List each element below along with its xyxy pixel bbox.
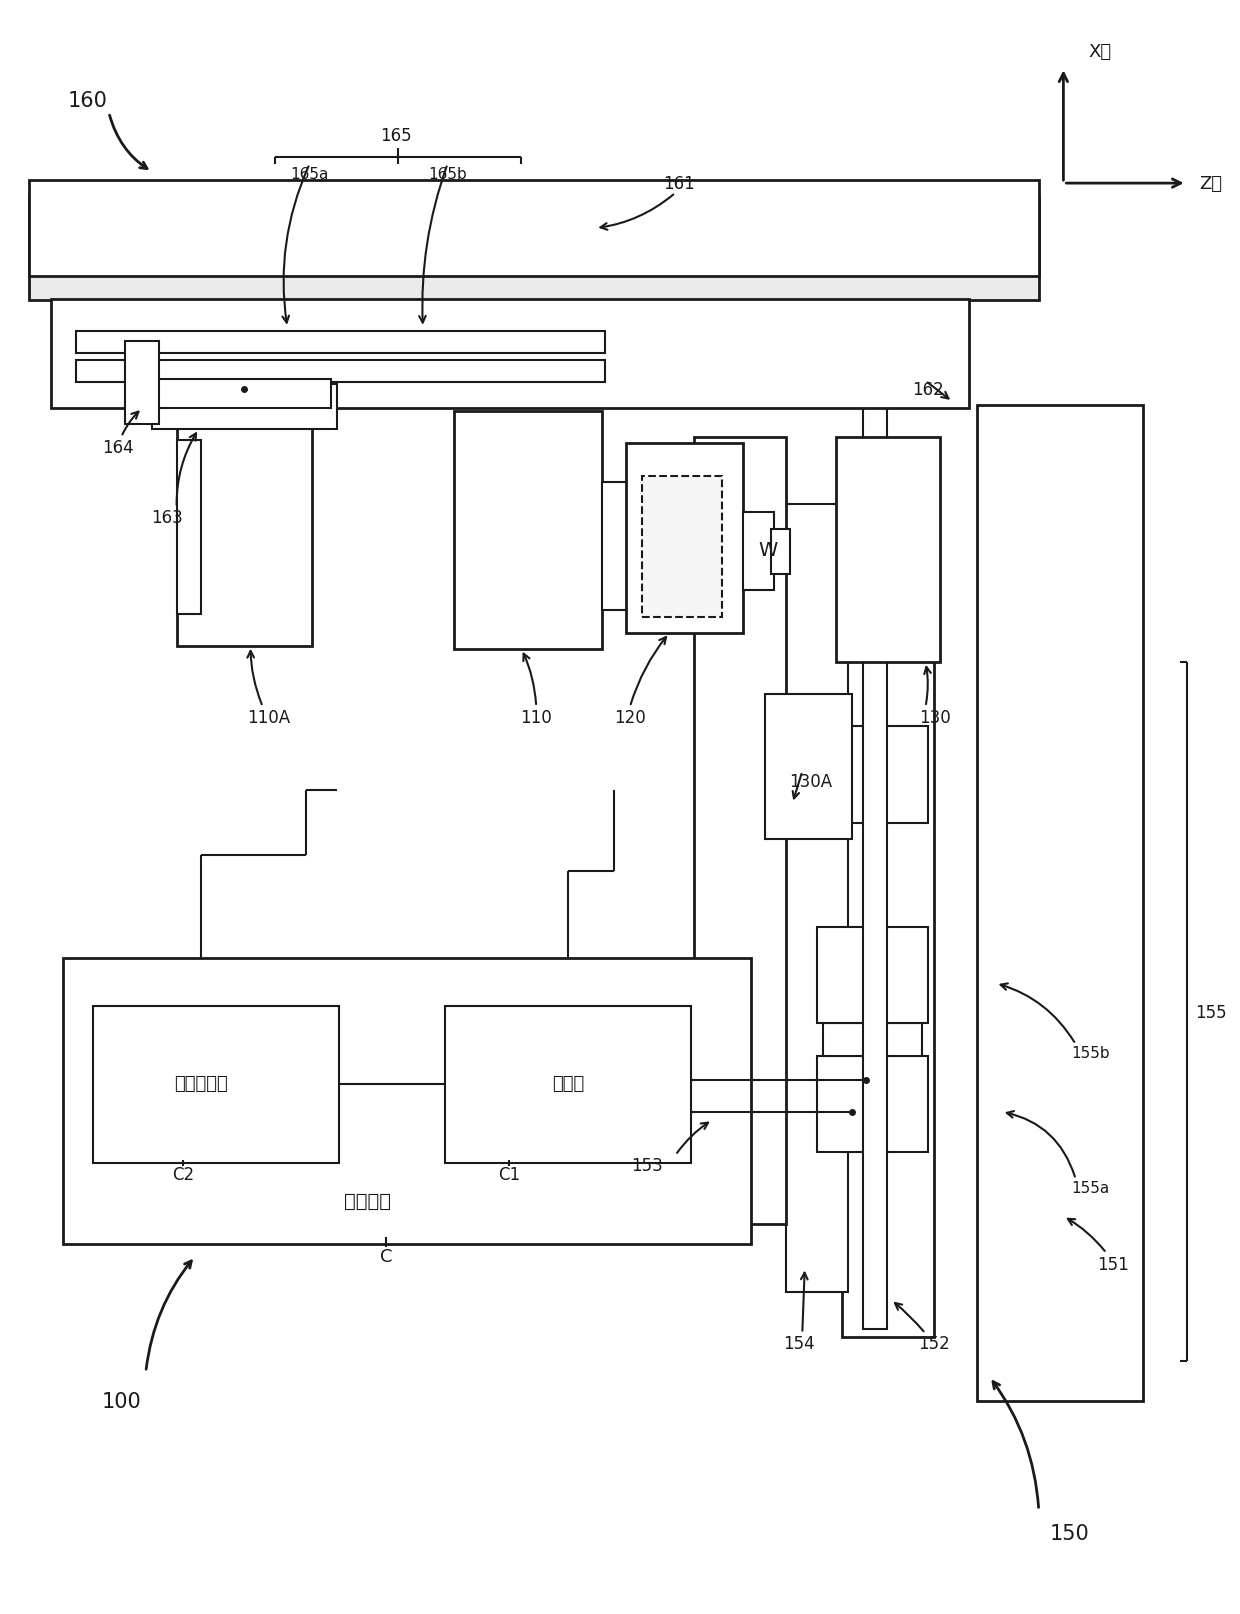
- Text: 130A: 130A: [790, 773, 832, 791]
- Bar: [694, 437, 786, 1225]
- Bar: [76, 360, 605, 383]
- Text: X軸: X軸: [1089, 44, 1112, 61]
- Text: 165: 165: [379, 128, 412, 145]
- Bar: [836, 437, 940, 662]
- Bar: [817, 928, 928, 1023]
- Bar: [63, 959, 750, 1244]
- Bar: [765, 694, 852, 839]
- Text: 155b: 155b: [1071, 1046, 1110, 1060]
- Text: 控制装置: 控制装置: [343, 1191, 391, 1210]
- Bar: [743, 513, 774, 591]
- Text: 165b: 165b: [428, 166, 467, 182]
- Text: 110: 110: [521, 709, 552, 726]
- Bar: [823, 1023, 921, 1056]
- Bar: [601, 483, 629, 612]
- Bar: [445, 1006, 692, 1164]
- Text: W: W: [758, 541, 777, 560]
- Bar: [771, 529, 790, 575]
- Bar: [454, 412, 601, 650]
- Bar: [626, 444, 743, 634]
- Text: Z軸: Z軸: [1199, 174, 1223, 194]
- Text: 155: 155: [1195, 1004, 1228, 1022]
- Text: C: C: [379, 1248, 392, 1265]
- Text: 150: 150: [1050, 1522, 1090, 1543]
- Bar: [29, 197, 1039, 302]
- Bar: [125, 341, 160, 424]
- Bar: [642, 476, 722, 618]
- Bar: [786, 505, 848, 1291]
- Bar: [176, 408, 312, 647]
- Text: 152: 152: [918, 1335, 950, 1353]
- Bar: [76, 332, 605, 353]
- Text: 151: 151: [1097, 1256, 1128, 1273]
- Bar: [51, 300, 968, 408]
- Text: 155a: 155a: [1071, 1180, 1110, 1194]
- Text: 153: 153: [631, 1156, 663, 1173]
- Bar: [159, 379, 331, 408]
- Bar: [863, 397, 888, 1328]
- Bar: [842, 486, 934, 1336]
- Bar: [176, 441, 201, 615]
- Text: 160: 160: [68, 90, 108, 110]
- Text: 162: 162: [913, 381, 944, 399]
- Text: 数値设定部: 数値设定部: [175, 1075, 228, 1093]
- Text: 120: 120: [614, 709, 646, 726]
- Text: C2: C2: [171, 1165, 193, 1183]
- Text: C1: C1: [498, 1165, 521, 1183]
- Text: 165a: 165a: [290, 166, 329, 182]
- Bar: [817, 726, 928, 823]
- Text: 130: 130: [919, 709, 951, 726]
- Text: 110A: 110A: [248, 709, 290, 726]
- Bar: [153, 384, 337, 429]
- Text: 154: 154: [782, 1335, 815, 1353]
- Bar: [29, 181, 1039, 278]
- Bar: [817, 1056, 928, 1152]
- Bar: [93, 1006, 340, 1164]
- Text: 163: 163: [151, 508, 182, 528]
- Text: 161: 161: [663, 174, 694, 194]
- Text: 100: 100: [102, 1391, 141, 1411]
- Text: 控制部: 控制部: [552, 1075, 584, 1093]
- Bar: [977, 405, 1143, 1401]
- Text: 164: 164: [102, 439, 133, 457]
